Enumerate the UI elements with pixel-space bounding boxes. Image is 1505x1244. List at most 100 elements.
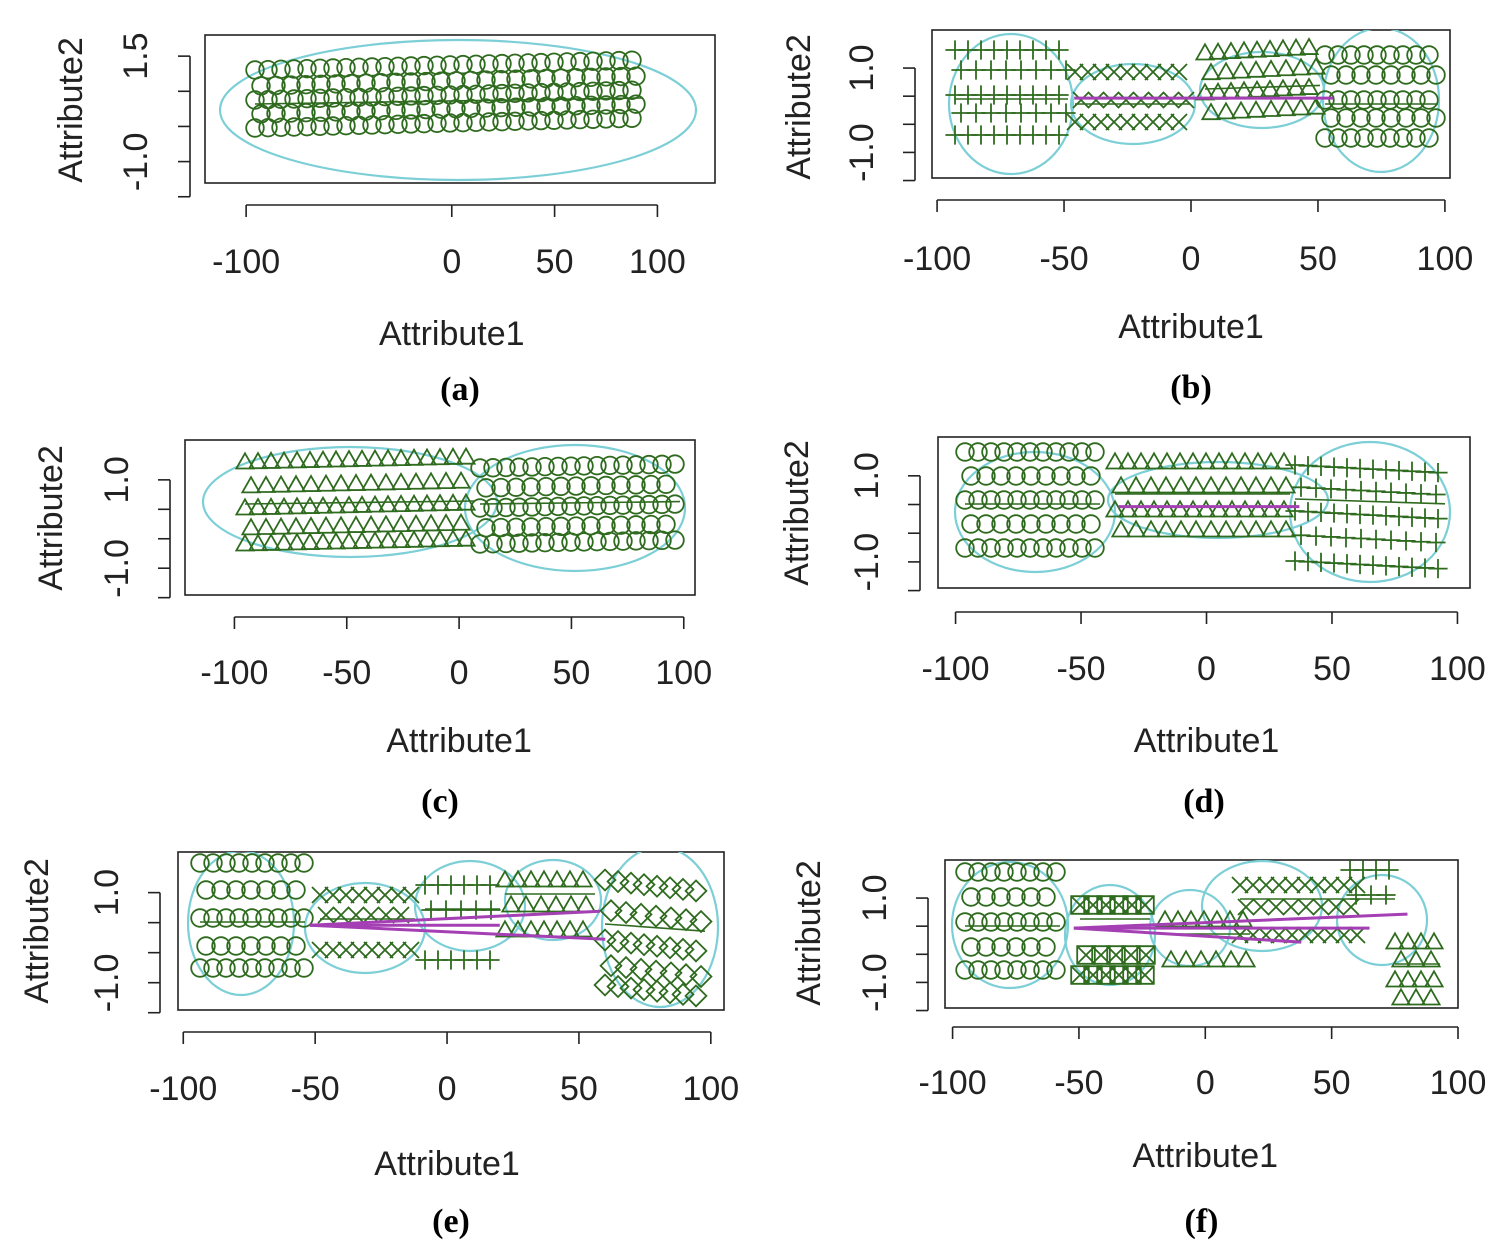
data-point-triangle [375,514,397,533]
data-point-circle [1033,490,1053,510]
data-point-triangle [1117,451,1139,470]
data-point-circle [294,853,314,873]
data-point-circle [1315,128,1335,148]
data-point-triangle [286,450,308,469]
data-point-diamond [689,964,713,989]
data-point-triangle [1185,519,1207,538]
data-point-circle [1341,128,1361,148]
cluster-line [1294,498,1446,505]
data-point-triangle [1273,499,1295,518]
data-point-triangle [1169,499,1191,518]
data-point-triangle [1140,475,1162,494]
data-point-circle [491,477,511,498]
data-point-triangle [1410,931,1432,950]
x-tick-label: 0 [1182,240,1201,278]
data-point-circle [1007,960,1027,980]
data-point-triangle [435,513,457,532]
scatter-panel-e: -100 -50 0 50 100 1.0 -1.0 Attribute1 Attribute2… [18,851,739,1240]
data-point-plus [1428,559,1448,579]
data-point-circle [535,497,555,517]
data-point-triangle [360,472,382,491]
data-point-circle [1021,937,1041,957]
plot-frame [204,34,716,184]
y-tick-label: -1.0 [843,123,881,182]
data-point-circle [961,937,981,957]
data-point-boxed-x [1136,945,1156,965]
data-point-triangle [325,531,347,550]
data-point-plus [1056,103,1076,123]
data-point-plus [1049,125,1069,145]
cluster-line [254,97,643,105]
data-point-circle [665,530,685,550]
data-point-circle [1396,65,1416,85]
data-point-circle [375,86,395,107]
data-point-circle [258,59,278,80]
x-tick-label: -50 [1039,240,1088,278]
data-point-x [1131,63,1149,81]
data-point-triangle [330,515,352,534]
data-point-triangle [1193,909,1215,928]
data-point-triangle [1200,519,1222,538]
data-point-triangle [1420,987,1442,1006]
data-point-triangle [240,475,262,494]
data-point-x [376,886,394,904]
data-point-circle [203,958,223,978]
data-point-circle [271,89,291,110]
data-point-circle [1406,45,1426,65]
data-point-triangle [315,473,337,492]
data-point-circle [1007,862,1027,882]
data-point-triangle [455,528,477,547]
data-point-circle [581,67,601,88]
data-point-triangle [1170,519,1192,538]
data-point-triangle [1230,100,1252,119]
data-point-circle [1321,108,1341,128]
data-point-x [1267,898,1285,916]
x-tick-label: 100 [1417,240,1474,278]
data-point-triangle [390,530,412,548]
data-point-triangle [1110,475,1132,494]
data-point-circle [991,937,1011,957]
cluster-ellipse [1063,883,1157,987]
x-tick-label: -100 [200,654,268,692]
data-point-triangle [1384,931,1406,950]
x-tick-label: 0 [450,654,469,692]
y-tick-label: 1.5 [117,33,155,80]
data-point-triangle [351,531,373,549]
data-point-circle [536,516,556,537]
data-point-circle [991,887,1011,907]
data-point-circle [600,531,620,552]
y-tick-label: -1.0 [98,539,136,598]
data-point-circle [1406,90,1426,110]
data-point-circle [570,109,590,130]
data-point-x [350,941,368,959]
data-point-circle [483,534,503,554]
plot-frame [177,851,725,1011]
data-point-circle [596,475,616,496]
data-point-circle [626,66,646,86]
data-point-triangle [1235,949,1257,968]
data-point-circle [1046,862,1066,882]
data-point-triangle [1290,57,1312,76]
data-point-triangle [1182,499,1204,518]
data-point-circle [626,495,646,515]
cluster-connector [309,909,601,927]
data-point-triangle [429,529,451,548]
data-point-circle [509,457,529,477]
data-point-diamond [644,904,668,928]
data-point-triangle [1390,987,1412,1006]
data-point-circle [1072,490,1092,510]
data-point-triangle [325,449,347,468]
data-point-circle [656,474,676,494]
data-point-circle [216,853,236,873]
cluster-ellipse [947,32,1075,176]
data-point-circle [336,87,356,108]
data-point-circle [521,69,541,89]
data-point-circle [536,476,556,497]
data-point-circle [583,109,603,129]
data-point-circle [544,110,564,130]
plot-frame [931,29,1451,179]
data-point-circle [453,112,473,133]
data-point-circle [1081,514,1101,534]
data-point-x [1348,926,1366,944]
data-point-x [1297,898,1315,916]
